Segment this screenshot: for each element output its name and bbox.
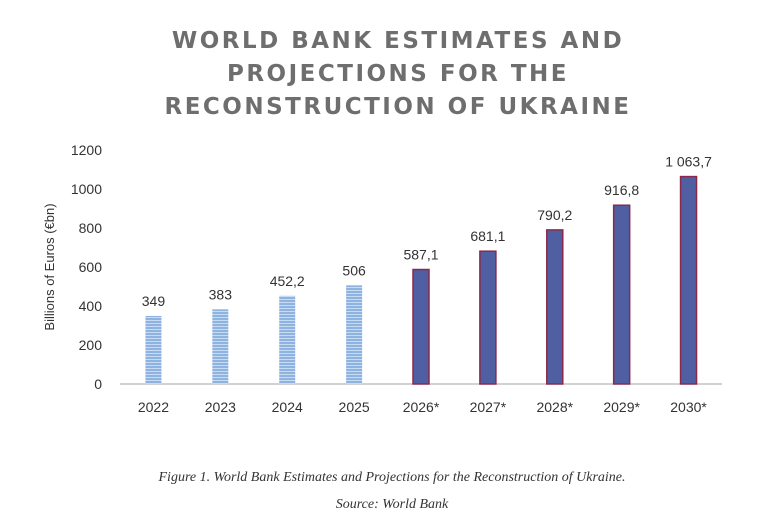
- x-tick-label: 2023: [205, 399, 236, 415]
- y-tick-label: 1200: [71, 142, 102, 158]
- bar-estimate: [346, 285, 363, 384]
- bar-projection: [612, 204, 631, 385]
- x-tick-label: 2029*: [603, 399, 640, 415]
- x-tick-label: 2028*: [536, 399, 573, 415]
- y-tick-label: 1000: [71, 181, 102, 197]
- x-axis-ticks: 2022 2023 2024 2025 2026* 2027* 2028* 2029* 2030…: [138, 399, 708, 415]
- y-axis-ticks: 0 200 400 600 800 1000 1200: [71, 142, 102, 392]
- bar-data-label: 1 063,7: [665, 154, 712, 170]
- chart-title: WORLD BANK ESTIMATES AND PROJECTIONS FOR…: [165, 28, 632, 120]
- bar-data-label: 681,1: [470, 228, 505, 244]
- bars: 349 383 452,2 506 587,1 681,1 790,2 916,8 1 063,…: [142, 154, 712, 385]
- bar-data-label: 452,2: [270, 273, 305, 289]
- bar-data-label: 916,8: [604, 182, 639, 198]
- y-tick-label: 200: [79, 337, 103, 353]
- bar-estimate: [279, 295, 296, 384]
- x-tick-label: 2027*: [470, 399, 507, 415]
- bar-estimate: [212, 309, 229, 384]
- bar-projection: [412, 268, 430, 385]
- x-tick-label: 2026*: [403, 399, 440, 415]
- figure-caption: Figure 1. World Bank Estimates and Proje…: [158, 470, 626, 485]
- bar-projection: [679, 175, 698, 385]
- figure-source: Source: World Bank: [335, 497, 449, 512]
- chart-container: WORLD BANK ESTIMATES AND PROJECTIONS FOR…: [42, 28, 722, 415]
- chart-title-line-1: WORLD BANK ESTIMATES AND: [172, 28, 624, 54]
- y-tick-label: 800: [79, 220, 103, 236]
- y-tick-label: 400: [79, 298, 103, 314]
- bar-chart: WORLD BANK ESTIMATES AND PROJECTIONS FOR…: [42, 28, 722, 415]
- x-tick-label: 2025: [339, 399, 370, 415]
- chart-title-line-2: PROJECTIONS FOR THE: [227, 61, 569, 87]
- bar-data-label: 349: [142, 293, 166, 309]
- bar-data-label: 383: [209, 286, 233, 302]
- x-tick-label: 2030*: [670, 399, 707, 415]
- chart-title-line-3: RECONSTRUCTION OF UKRAINE: [165, 94, 632, 120]
- bar-data-label: 790,2: [537, 207, 572, 223]
- y-tick-label: 0: [94, 376, 102, 392]
- y-tick-label: 600: [79, 259, 103, 275]
- bar-estimate: [145, 315, 162, 384]
- x-tick-label: 2024: [272, 399, 303, 415]
- bar-data-label: 506: [342, 262, 366, 278]
- bar-projection: [479, 250, 497, 385]
- bar-data-label: 587,1: [403, 247, 438, 263]
- bar-projection: [546, 229, 564, 385]
- y-axis-label: Billions of Euros (€bn): [42, 203, 57, 330]
- x-tick-label: 2022: [138, 399, 169, 415]
